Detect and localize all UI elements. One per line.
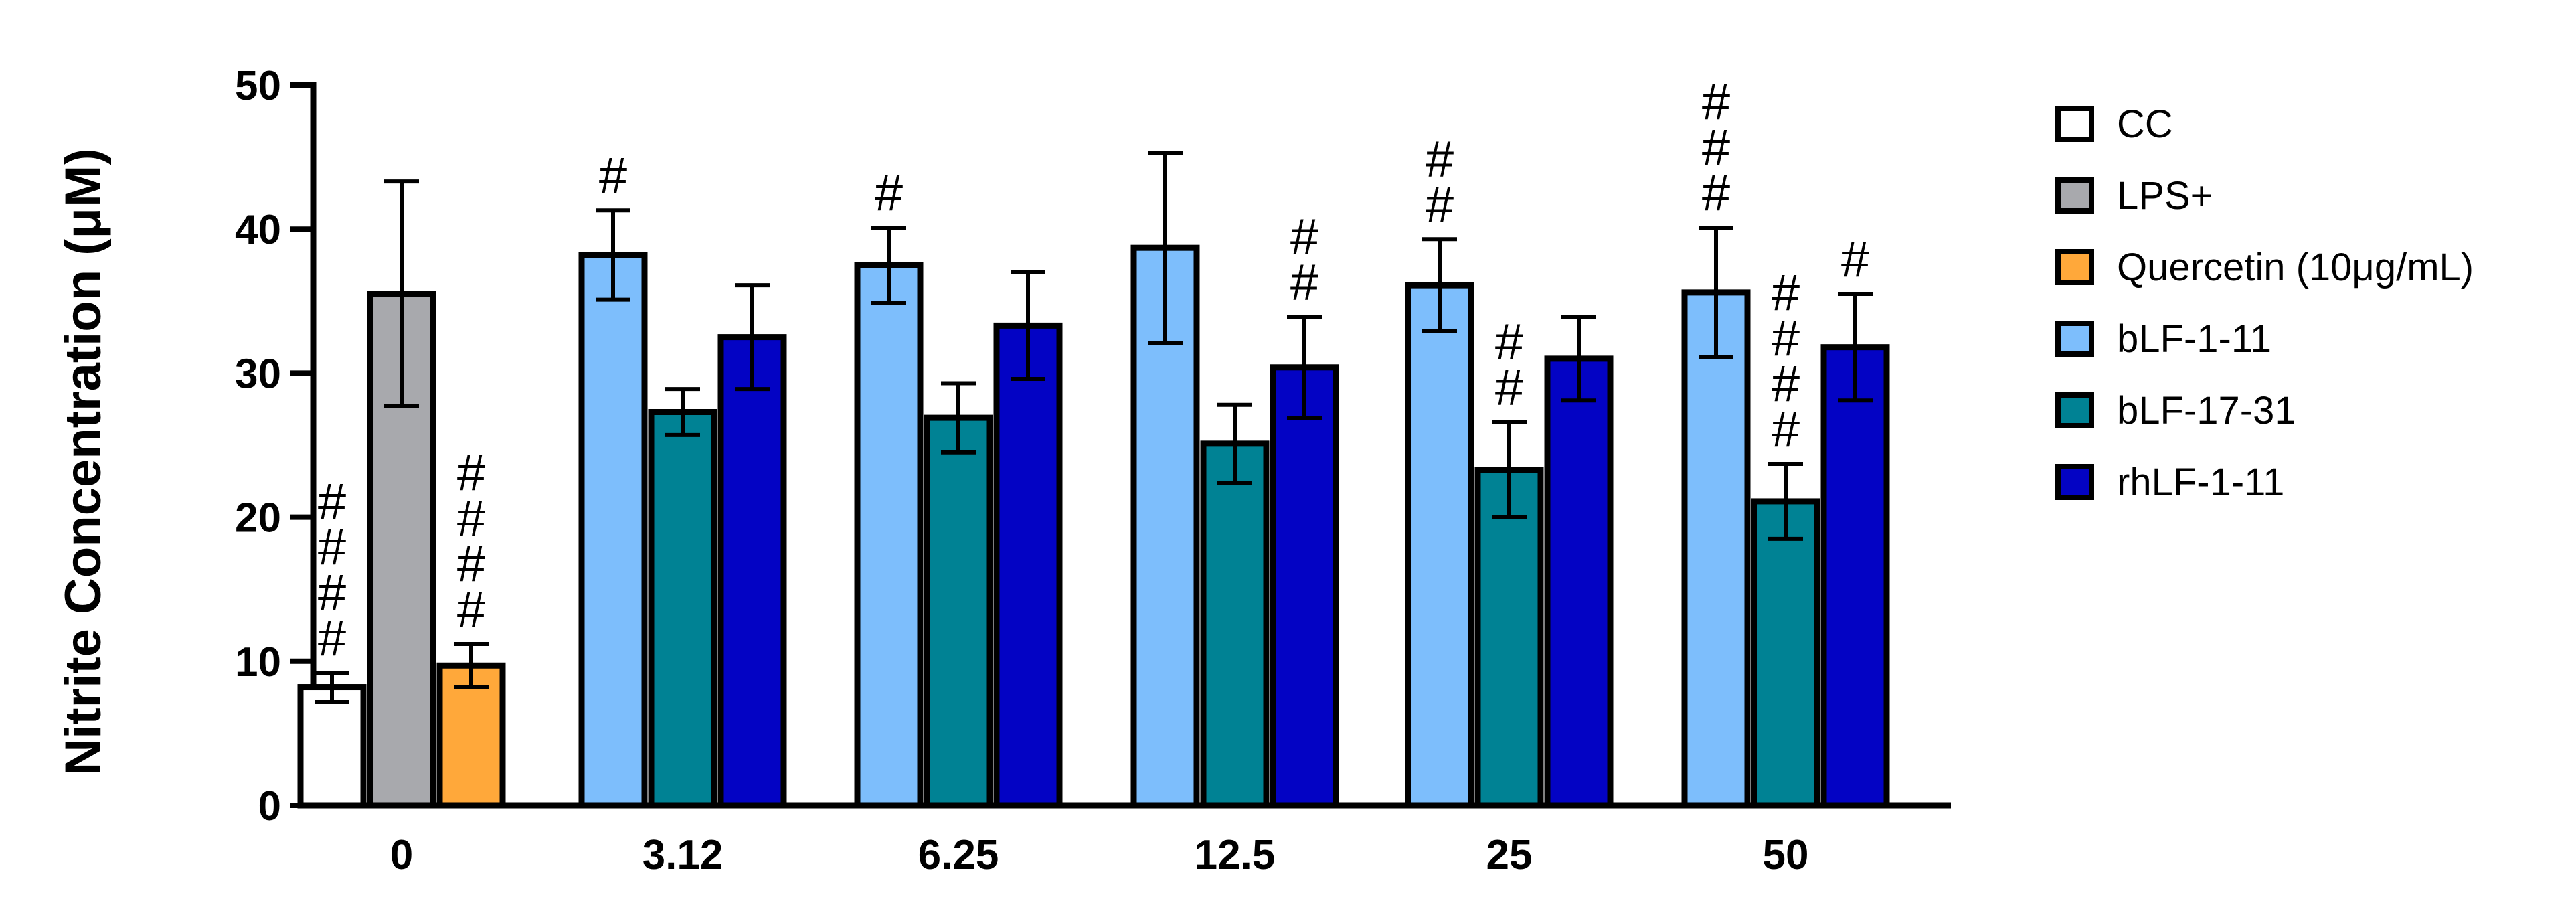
- legend-label: Quercetin (10μg/mL): [2117, 246, 2474, 289]
- y-axis-title: Nitrite Concentration (μM): [55, 148, 112, 775]
- significance-mark: #: [1772, 401, 1800, 458]
- legend-swatch: [2055, 392, 2094, 428]
- error-bars-layer: [315, 151, 1873, 704]
- bar: [1200, 440, 1270, 809]
- bar: [297, 684, 367, 809]
- significance-mark: #: [1702, 119, 1730, 176]
- significance-mark: #: [318, 564, 346, 621]
- significance-mark: #: [1772, 310, 1800, 367]
- bar: [578, 252, 648, 809]
- bar: [1405, 282, 1474, 809]
- significance-mark: #: [457, 581, 485, 638]
- x-tick-label: 3.12: [642, 832, 723, 878]
- y-axis-title-group: Nitrite Concentration (μM): [55, 148, 112, 775]
- bar: [1130, 244, 1200, 809]
- legend-label: LPS+: [2117, 174, 2213, 218]
- bar: [1544, 355, 1614, 809]
- significance-mark: #: [1495, 359, 1523, 416]
- legend: CC LPS+ Quercetin (10μg/mL) bLF-1-11 bLF-17-…: [2055, 102, 2474, 504]
- x-tick-label: 0: [390, 832, 413, 878]
- significance-mark: #: [599, 147, 627, 204]
- x-tick-label: 6.25: [918, 832, 999, 878]
- y-tick-label: 0: [258, 783, 281, 829]
- bar: [648, 409, 717, 809]
- legend-swatch: [2055, 321, 2094, 357]
- significance-mark: #: [1841, 231, 1869, 288]
- legend-swatch: [2055, 106, 2094, 142]
- legend-label: rhLF-1-11: [2117, 461, 2284, 504]
- significance-mark: #: [1290, 208, 1318, 265]
- bar: [993, 322, 1063, 809]
- significance-mark: #: [1702, 165, 1730, 222]
- significance-mark: #: [1702, 74, 1730, 131]
- x-tick-label: 12.5: [1195, 832, 1276, 878]
- y-tick-label: 40: [235, 207, 281, 253]
- legend-label: bLF-17-31: [2117, 389, 2296, 432]
- bar: [1270, 364, 1339, 809]
- legend-label: bLF-1-11: [2117, 317, 2271, 361]
- legend-swatch: [2055, 177, 2094, 214]
- legend-swatch: [2055, 464, 2094, 500]
- significance-mark: #: [318, 473, 346, 530]
- legend-swatch: [2055, 249, 2094, 285]
- significance-mark: #: [1426, 176, 1454, 233]
- legend-label: CC: [2117, 102, 2173, 146]
- y-tick-label: 50: [235, 63, 281, 109]
- significance-mark: #: [457, 490, 485, 547]
- bar: [1681, 289, 1751, 809]
- bar: [1474, 467, 1544, 809]
- significance-mark: #: [1426, 131, 1454, 187]
- y-tick-label: 10: [235, 639, 281, 685]
- significance-mark: #: [457, 536, 485, 592]
- significance-mark: #: [1290, 254, 1318, 311]
- bar: [1751, 498, 1820, 809]
- bar: [717, 334, 787, 809]
- x-tick-label: 50: [1763, 832, 1809, 878]
- significance-layer: ######### ###############: [318, 74, 1869, 667]
- significance-mark: #: [1772, 355, 1800, 412]
- significance-mark: #: [457, 444, 485, 501]
- bars-layer: [297, 244, 1890, 809]
- significance-mark: #: [318, 610, 346, 667]
- significance-mark: #: [875, 165, 903, 222]
- x-tick-label: 25: [1486, 832, 1533, 878]
- significance-mark: #: [318, 519, 346, 576]
- y-tick-label: 30: [235, 351, 281, 397]
- bar: [924, 414, 993, 809]
- significance-mark: #: [1772, 264, 1800, 321]
- x-tick-labels: 0 3.12 6.25 12.5 25 50: [390, 832, 1809, 878]
- bar: [1820, 344, 1890, 809]
- bar: [854, 262, 924, 809]
- y-tick-label: 20: [235, 495, 281, 542]
- significance-mark: #: [1495, 314, 1523, 371]
